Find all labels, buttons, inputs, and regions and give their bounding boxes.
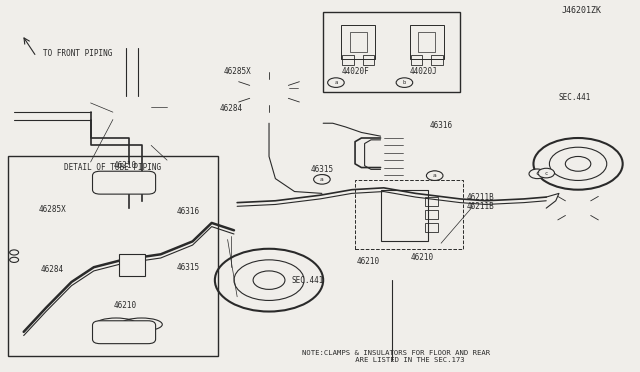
Text: SEC.441: SEC.441 [291,276,324,285]
Circle shape [317,175,330,182]
Text: NOTE:CLAMPS & INSULATORS FOR FLOOR AND REAR
      ARE LISTED IN THE SEC.173: NOTE:CLAMPS & INSULATORS FOR FLOOR AND R… [303,350,490,363]
Text: c: c [536,171,539,176]
Text: 46284: 46284 [41,264,64,273]
Bar [425,210,438,219]
FancyBboxPatch shape [93,321,156,344]
Bar [342,55,354,65]
Circle shape [428,171,441,179]
Text: a: a [433,173,436,178]
Text: c: c [545,171,548,176]
Bar [418,32,435,52]
Bar [410,25,444,59]
Text: 44020J: 44020J [410,67,437,76]
Bar [349,32,367,52]
Text: 46285X: 46285X [38,205,67,215]
Text: TO FRONT PIPING: TO FRONT PIPING [43,49,112,58]
Bar [363,55,374,65]
Text: 46211B: 46211B [467,193,494,202]
Text: c: c [535,171,538,176]
Circle shape [426,171,443,180]
Text: SEC.441: SEC.441 [559,93,591,102]
Bar [411,55,422,65]
Text: a: a [320,177,324,182]
Text: 46210: 46210 [410,253,433,263]
FancyBboxPatch shape [93,171,156,194]
Text: 46285X: 46285X [223,67,251,76]
Text: 46210: 46210 [114,161,137,170]
Text: 46316: 46316 [429,121,452,129]
Text: J46201ZK: J46201ZK [561,6,601,15]
Text: 46210: 46210 [356,257,380,266]
Text: 46284: 46284 [220,104,243,113]
Bar [355,180,463,249]
Bar [425,223,438,232]
Text: 46315: 46315 [310,165,333,174]
Circle shape [538,168,554,178]
Circle shape [529,169,545,179]
Text: 46316: 46316 [177,207,200,217]
Bar [341,25,376,59]
Text: DETAIL OF TUBE PIPING: DETAIL OF TUBE PIPING [65,163,161,172]
Circle shape [328,78,344,87]
Text: 46210: 46210 [114,301,137,311]
Circle shape [314,174,330,184]
Text: a: a [433,173,436,177]
Bar [381,190,428,241]
Text: 46211B: 46211B [467,202,494,211]
Text: a: a [334,80,337,85]
Bar [431,55,443,65]
Text: 44020F: 44020F [341,67,369,76]
Text: b: b [403,80,406,85]
Circle shape [531,169,543,177]
Circle shape [396,78,413,87]
Bar [425,197,438,206]
Bar [119,254,145,276]
Text: 46315: 46315 [177,263,200,272]
Text: a: a [321,176,325,181]
